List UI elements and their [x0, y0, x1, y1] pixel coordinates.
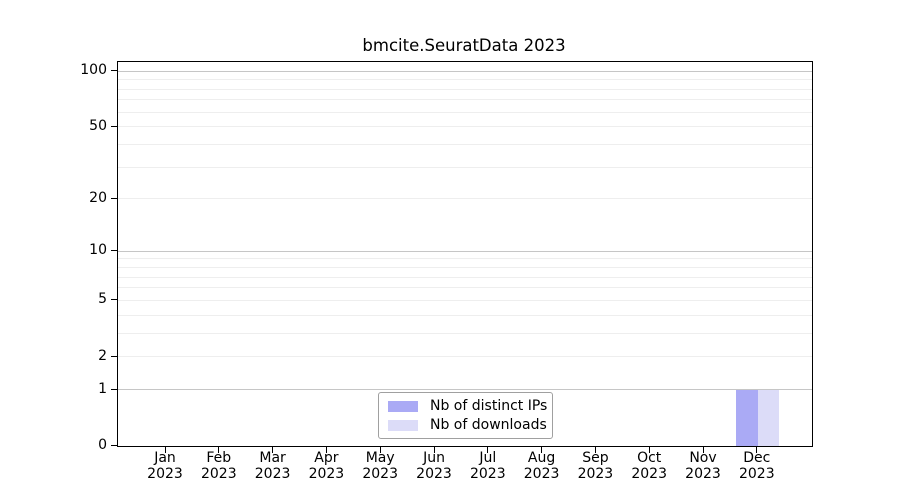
gridline-minor — [118, 299, 812, 301]
y-tick — [111, 70, 117, 72]
gridline-minor — [118, 356, 812, 358]
gridline-major — [118, 250, 812, 252]
y-tick-label: 10 — [89, 242, 107, 259]
x-tick — [164, 447, 166, 453]
gridline-minor — [118, 276, 812, 278]
x-tick — [702, 447, 704, 453]
x-tick-label: Jul 2023 — [469, 450, 506, 482]
x-tick-label: Oct 2023 — [631, 450, 667, 482]
gridline-minor — [118, 267, 812, 269]
gridline-minor — [118, 287, 812, 289]
legend-label-downloads: Nb of downloads — [430, 417, 547, 433]
y-tick-label: 5 — [98, 291, 107, 308]
x-tick-label: May 2023 — [362, 450, 398, 482]
plot-area — [117, 61, 813, 447]
y-tick — [111, 197, 117, 199]
x-tick — [218, 447, 220, 453]
x-tick — [541, 447, 543, 453]
gridline-minor — [118, 258, 812, 260]
x-tick — [487, 447, 489, 453]
legend: Nb of distinct IPs Nb of downloads — [378, 392, 553, 439]
x-tick-label: Jan 2023 — [147, 450, 183, 482]
y-tick — [111, 250, 117, 252]
x-tick-label: Mar 2023 — [254, 450, 291, 482]
legend-label-distinct-ips: Nb of distinct IPs — [430, 398, 548, 414]
legend-swatch-distinct-ips — [388, 401, 418, 412]
y-tick-label: 100 — [80, 62, 107, 79]
x-tick — [379, 447, 381, 453]
x-tick — [594, 447, 596, 453]
bar-distinct-ips — [736, 389, 758, 446]
x-tick — [648, 447, 650, 453]
gridline-major — [118, 389, 812, 391]
gridline-major — [118, 70, 812, 72]
gridline-minor — [118, 332, 812, 334]
x-tick — [756, 447, 758, 453]
gridline-minor — [118, 79, 812, 81]
gridline-minor — [118, 166, 812, 168]
chart-title: bmcite.SeuratData 2023 — [362, 36, 566, 55]
x-tick-label: Apr 2023 — [308, 450, 345, 482]
x-tick — [433, 447, 435, 453]
x-tick-label: Jun 2023 — [416, 450, 452, 482]
x-tick — [272, 447, 274, 453]
gridline-minor — [118, 143, 812, 145]
x-tick — [325, 447, 327, 453]
x-tick-label: Dec 2023 — [738, 450, 775, 482]
y-tick-label: 1 — [98, 380, 107, 397]
gridline-minor — [118, 99, 812, 101]
gridline-minor — [118, 198, 812, 200]
bar-downloads — [757, 389, 780, 446]
y-tick-label: 2 — [98, 347, 107, 364]
y-tick-label: 20 — [89, 189, 107, 206]
gridline-minor — [118, 88, 812, 90]
legend-item-distinct-ips: Nb of distinct IPs — [388, 397, 547, 416]
x-tick-label: Feb 2023 — [200, 450, 237, 482]
gridline-minor — [118, 126, 812, 128]
x-tick-label: Nov 2023 — [685, 450, 721, 482]
y-tick-label: 50 — [89, 117, 107, 134]
y-tick — [111, 355, 117, 357]
gridline-minor — [118, 314, 812, 316]
legend-item-downloads: Nb of downloads — [388, 416, 547, 435]
legend-swatch-downloads — [388, 420, 418, 431]
y-tick — [111, 445, 117, 446]
y-tick-label: 0 — [98, 437, 107, 453]
gridline-minor — [118, 111, 812, 113]
x-tick-label: Sep 2023 — [577, 450, 614, 482]
x-tick-label: Aug 2023 — [523, 450, 560, 482]
y-tick — [111, 388, 117, 390]
y-tick — [111, 299, 117, 301]
y-tick — [111, 125, 117, 127]
